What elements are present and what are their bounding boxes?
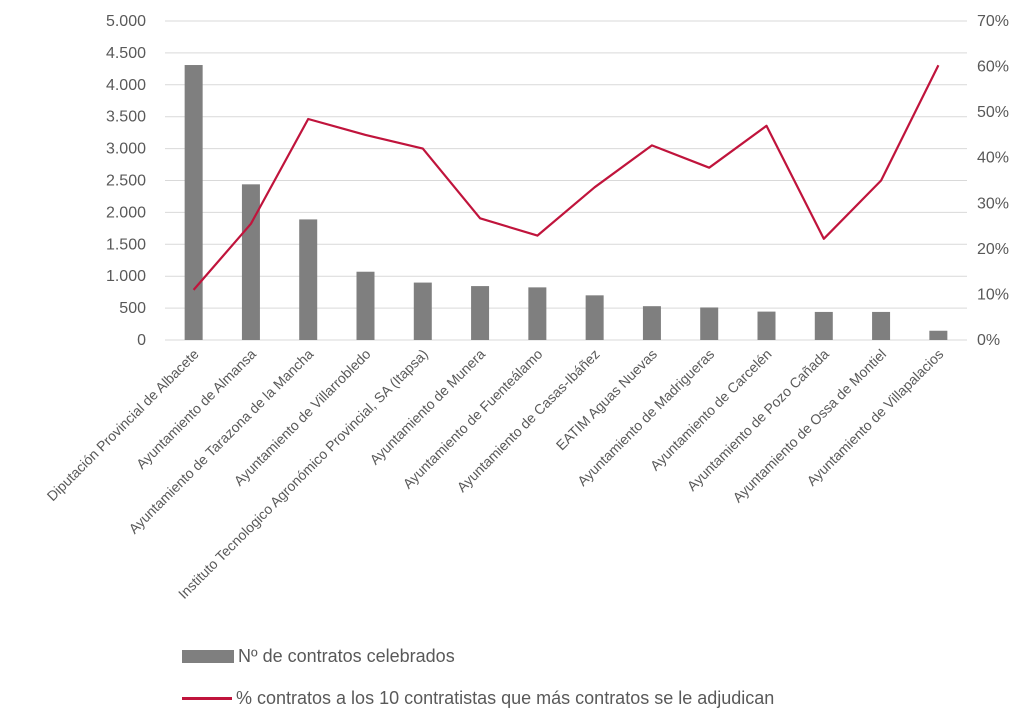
bar <box>356 271 375 340</box>
right-axis-ticks: 0% 10% 20% 30% 40% 50% 60% 70% <box>977 13 1009 349</box>
left-tick-label: 4.000 <box>106 77 146 94</box>
line-series-path <box>192 64 940 291</box>
bar <box>413 282 432 340</box>
left-tick-label: 3.000 <box>106 141 146 158</box>
right-tick-label: 0% <box>977 332 1000 349</box>
bar-series <box>184 65 948 340</box>
legend-line-swatch <box>182 697 232 700</box>
right-tick-label: 20% <box>977 241 1009 258</box>
right-tick-label: 40% <box>977 150 1009 167</box>
left-tick-label: 1.000 <box>106 268 146 285</box>
bar <box>757 311 776 340</box>
left-tick-label: 500 <box>119 300 146 317</box>
legend-item-line: % contratos a los 10 contratistas que má… <box>182 688 774 709</box>
right-tick-label: 70% <box>977 13 1009 30</box>
bar <box>929 330 948 340</box>
right-tick-label: 60% <box>977 59 1009 76</box>
category-label: EATIM Aguas Nuevas <box>553 346 660 453</box>
legend-bar-label: Nº de contratos celebrados <box>238 646 455 666</box>
category-labels: Diputación Provincial de AlbaceteAyuntam… <box>44 346 947 602</box>
bar <box>184 65 203 340</box>
bar <box>471 286 490 340</box>
bar <box>814 311 833 340</box>
legend-bar-swatch <box>182 650 234 663</box>
bar <box>299 219 318 340</box>
left-tick-label: 1.500 <box>106 236 146 253</box>
left-tick-label: 0 <box>137 332 146 349</box>
left-tick-label: 4.500 <box>106 45 146 62</box>
line-series <box>192 64 940 291</box>
bar <box>585 295 604 340</box>
left-tick-label: 2.500 <box>106 173 146 190</box>
right-tick-label: 30% <box>977 195 1009 212</box>
right-tick-label: 50% <box>977 104 1009 121</box>
bar <box>241 184 260 340</box>
left-tick-label: 3.500 <box>106 109 146 126</box>
bar <box>700 307 719 340</box>
bar <box>872 311 891 340</box>
gridlines <box>165 20 967 341</box>
left-tick-label: 2.000 <box>106 204 146 221</box>
category-label: Ayuntamiento de Munera <box>366 346 488 468</box>
category-label: Ayuntamiento de Almansa <box>133 346 259 472</box>
left-tick-label: 5.000 <box>106 13 146 30</box>
bar <box>528 287 547 340</box>
legend-item-bar: Nº de contratos celebrados <box>182 646 455 667</box>
legend-line-label: % contratos a los 10 contratistas que má… <box>236 688 775 708</box>
combo-chart: 0 500 1.000 1.500 2.000 2.500 3.000 3.500 4.000 4… <box>44 13 1010 602</box>
left-axis-ticks: 0 500 1.000 1.500 2.000 2.500 3.000 3.500 4.000 4… <box>106 13 146 349</box>
bar <box>642 306 661 340</box>
right-tick-label: 10% <box>977 286 1009 303</box>
